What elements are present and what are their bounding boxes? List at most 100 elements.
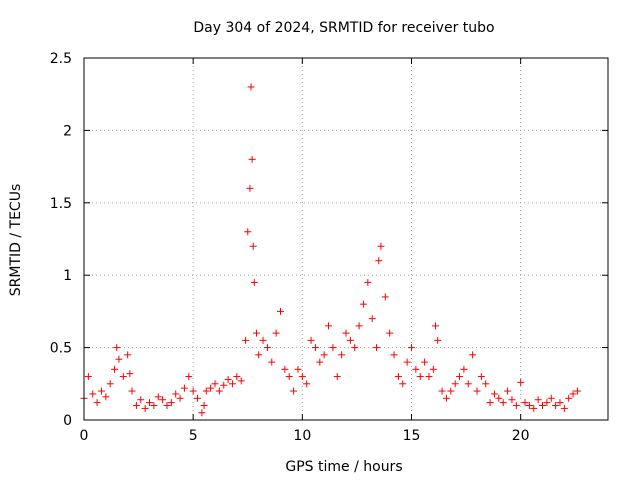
data-point (351, 344, 359, 352)
data-point (539, 402, 546, 410)
data-point (416, 373, 424, 381)
x-tick-label: 0 (80, 428, 89, 444)
data-point (512, 402, 520, 410)
data-point (233, 373, 241, 381)
data-point (521, 399, 529, 407)
data-point (482, 380, 490, 388)
data-point (368, 315, 376, 323)
data-point (495, 394, 503, 402)
data-point (150, 402, 158, 410)
data-point (242, 336, 250, 344)
x-axis-label: GPS time / hours (285, 459, 402, 475)
data-point (364, 278, 372, 286)
data-point (408, 344, 415, 352)
data-point (377, 242, 385, 250)
data-point (373, 344, 381, 352)
data-point (569, 390, 577, 398)
data-point (102, 393, 110, 401)
data-point (290, 387, 298, 395)
data-point (200, 402, 208, 410)
data-point (386, 329, 394, 337)
data-point (403, 358, 411, 366)
y-axis-label: SRMTID / TECUs (8, 184, 24, 297)
data-point (451, 380, 459, 388)
data-point (268, 358, 276, 366)
data-point (189, 387, 197, 395)
data-point (263, 344, 271, 352)
data-point (517, 378, 525, 386)
data-point (490, 390, 498, 398)
data-point (381, 293, 389, 301)
data-point (390, 351, 398, 359)
data-point (124, 351, 132, 359)
data-point (220, 381, 228, 389)
data-point (294, 365, 302, 373)
y-tick-label: 1.5 (50, 196, 72, 212)
y-tick-label: 2 (63, 123, 72, 139)
data-point (215, 387, 223, 395)
data-point (477, 373, 485, 381)
x-tick-label: 10 (293, 428, 311, 444)
data-point (246, 184, 254, 192)
data-point (285, 373, 293, 381)
data-point (137, 396, 145, 404)
data-point (128, 387, 136, 395)
data-point (252, 329, 260, 337)
plot-frame (83, 57, 609, 421)
data-point (573, 387, 581, 395)
data-point (425, 373, 433, 381)
data-point (556, 399, 564, 407)
data-point (434, 336, 442, 344)
data-point (464, 380, 472, 388)
data-point (547, 394, 555, 402)
data-point (552, 402, 560, 410)
data-point (84, 373, 92, 381)
x-tick-label: 20 (512, 428, 530, 444)
data-point (176, 394, 184, 402)
data-point (255, 351, 263, 359)
data-point (277, 307, 284, 315)
data-point (115, 355, 123, 363)
data-point (126, 370, 134, 378)
data-point (508, 396, 516, 404)
data-point (342, 329, 350, 337)
data-point (525, 402, 533, 410)
data-point (237, 377, 245, 385)
data-point (228, 380, 236, 388)
data-point (211, 380, 219, 388)
data-point (442, 394, 450, 402)
data-point (93, 399, 101, 407)
data-point (154, 393, 162, 401)
data-point (534, 396, 542, 404)
y-tick-label: 0.5 (50, 341, 72, 357)
data-point (399, 380, 407, 388)
data-point (194, 394, 202, 402)
data-point (421, 358, 429, 366)
data-point (224, 375, 232, 383)
data-point (359, 300, 367, 308)
data-point (248, 155, 256, 163)
y-tick-label: 2.5 (50, 51, 72, 67)
data-point (456, 373, 464, 381)
data-points (80, 83, 581, 417)
data-point (560, 404, 568, 412)
chart-title: Day 304 of 2024, SRMTID for receiver tub… (193, 20, 494, 36)
data-point (325, 322, 333, 330)
data-point (329, 344, 337, 352)
data-point (346, 336, 354, 344)
data-point (447, 387, 455, 395)
data-point (530, 404, 538, 412)
grid (84, 58, 608, 420)
x-tick-label: 15 (403, 428, 421, 444)
data-point (113, 344, 121, 352)
data-point (504, 387, 512, 395)
data-point (159, 396, 167, 404)
data-point (247, 83, 255, 91)
data-point (163, 402, 171, 410)
data-point (249, 242, 257, 250)
data-point (272, 329, 280, 337)
data-point (259, 336, 267, 344)
data-point (438, 387, 446, 395)
data-point (486, 399, 494, 407)
